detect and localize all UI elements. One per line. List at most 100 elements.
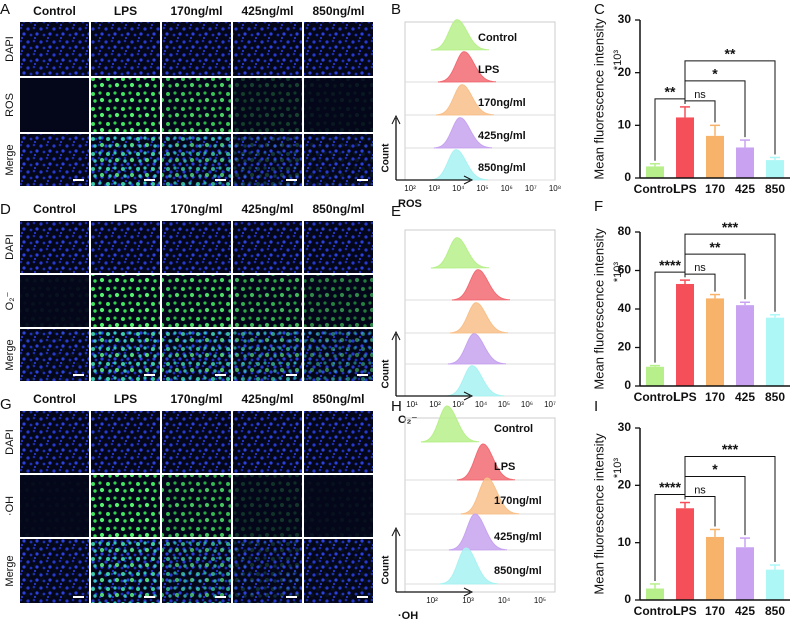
x-tick-label: 10⁶ — [501, 184, 513, 193]
y-tick-label: 30 — [618, 12, 632, 26]
x-axis-label: ROS — [398, 198, 422, 210]
nuclei-stain — [20, 411, 89, 473]
nuclei-stain — [162, 411, 231, 473]
y-axis-label: Mean fluorescence intensity — [591, 433, 606, 595]
x-tick-label: 425 — [735, 604, 755, 618]
y-tick-label: 20 — [618, 65, 632, 79]
significance-label: ** — [725, 46, 736, 62]
arrowhead — [391, 330, 401, 341]
histogram — [448, 513, 508, 551]
panel-letter: C — [594, 1, 605, 18]
y-tick-label: 20 — [618, 340, 632, 354]
histogram — [429, 149, 489, 181]
x-tick-label: 425 — [735, 182, 755, 196]
x-tick-label: 170 — [705, 182, 725, 196]
row-label: DAPI — [4, 234, 16, 260]
column-header: 170ng/ml — [170, 4, 222, 18]
sample-label: Control — [494, 423, 533, 435]
significance-label: ns — [694, 89, 706, 101]
signal-stain — [20, 275, 89, 327]
row-label: DAPI — [4, 36, 16, 62]
column-header: LPS — [114, 4, 137, 18]
column-header: 850ng/ml — [312, 202, 364, 216]
sample-label: Control — [478, 32, 517, 44]
merge-stain — [162, 134, 231, 186]
x-tick-label: 850 — [765, 182, 785, 196]
bar — [766, 317, 784, 386]
significance-label: * — [712, 461, 718, 477]
x-tick-label: LPS — [673, 390, 696, 404]
merge-stain — [304, 329, 373, 381]
bar — [676, 508, 694, 600]
sample-label: 850ng/ml — [494, 565, 542, 577]
merge-stain — [20, 539, 89, 603]
bar — [736, 547, 754, 600]
row-label: Merge — [4, 339, 16, 370]
y-tick-label: 10 — [618, 535, 632, 549]
x-tick-label: Control — [634, 604, 677, 618]
signal-stain — [20, 475, 89, 537]
row-label: Merge — [4, 144, 16, 175]
sample-label: 425ng/ml — [478, 130, 526, 142]
significance-label: ns — [694, 484, 706, 496]
x-tick-label: 10⁷ — [525, 184, 537, 193]
x-tick-label: 10⁶ — [521, 400, 533, 409]
signal-stain — [304, 475, 373, 537]
histogram — [456, 443, 516, 481]
column-header: 170ng/ml — [170, 392, 222, 406]
histogram — [433, 117, 493, 149]
bar — [676, 283, 694, 386]
nuclei-stain — [162, 22, 231, 76]
plot-frame — [404, 417, 556, 593]
nuclei-stain — [162, 221, 231, 273]
significance-bracket — [684, 456, 776, 563]
signal-stain — [91, 275, 160, 327]
row-label: O₂⁻ — [4, 291, 16, 310]
nuclei-stain — [91, 411, 160, 473]
significance-label: ** — [710, 239, 721, 255]
arrowhead — [463, 175, 474, 185]
column-header: 425ng/ml — [241, 392, 293, 406]
merge-stain — [91, 329, 160, 381]
row-label: DAPI — [4, 429, 16, 455]
nuclei-stain — [233, 22, 302, 76]
y-axis-label: Mean fluorescence intensity — [591, 18, 606, 180]
column-header: 425ng/ml — [241, 202, 293, 216]
column-header: Control — [33, 202, 76, 216]
column-header: LPS — [114, 392, 137, 406]
column-header: LPS — [114, 202, 137, 216]
y-tick-label: 60 — [618, 263, 632, 277]
merge-stain — [304, 539, 373, 603]
x-tick-label: 425 — [735, 390, 755, 404]
panel-letter: A — [0, 1, 10, 18]
merge-stain — [233, 134, 302, 186]
significance-label: *** — [722, 441, 739, 457]
significance-label: ** — [665, 84, 676, 100]
y-axis-label: Count — [381, 555, 392, 585]
panel-letter: D — [0, 201, 11, 218]
unit-label: *10³ — [612, 458, 624, 479]
x-tick-label: LPS — [673, 604, 696, 618]
x-tick-label: 10⁵ — [498, 400, 510, 409]
histogram — [430, 19, 490, 51]
panel-letter: G — [0, 396, 12, 413]
merge-stain — [233, 539, 302, 603]
signal-stain — [162, 78, 231, 132]
column-header: Control — [33, 4, 76, 18]
merge-stain — [20, 329, 89, 381]
histogram — [439, 547, 499, 585]
panel-letter: F — [594, 198, 603, 215]
histogram — [447, 333, 507, 365]
panel-letter: B — [391, 1, 401, 18]
signal-stain — [304, 275, 373, 327]
row-label: Merge — [4, 555, 16, 586]
nuclei-stain — [20, 221, 89, 273]
panel-letter: I — [594, 398, 598, 415]
signal-stain — [304, 78, 373, 132]
histogram — [437, 51, 497, 83]
signal-stain — [233, 78, 302, 132]
x-tick-label: 850 — [765, 390, 785, 404]
arrowhead — [463, 391, 474, 401]
bar — [706, 536, 724, 600]
